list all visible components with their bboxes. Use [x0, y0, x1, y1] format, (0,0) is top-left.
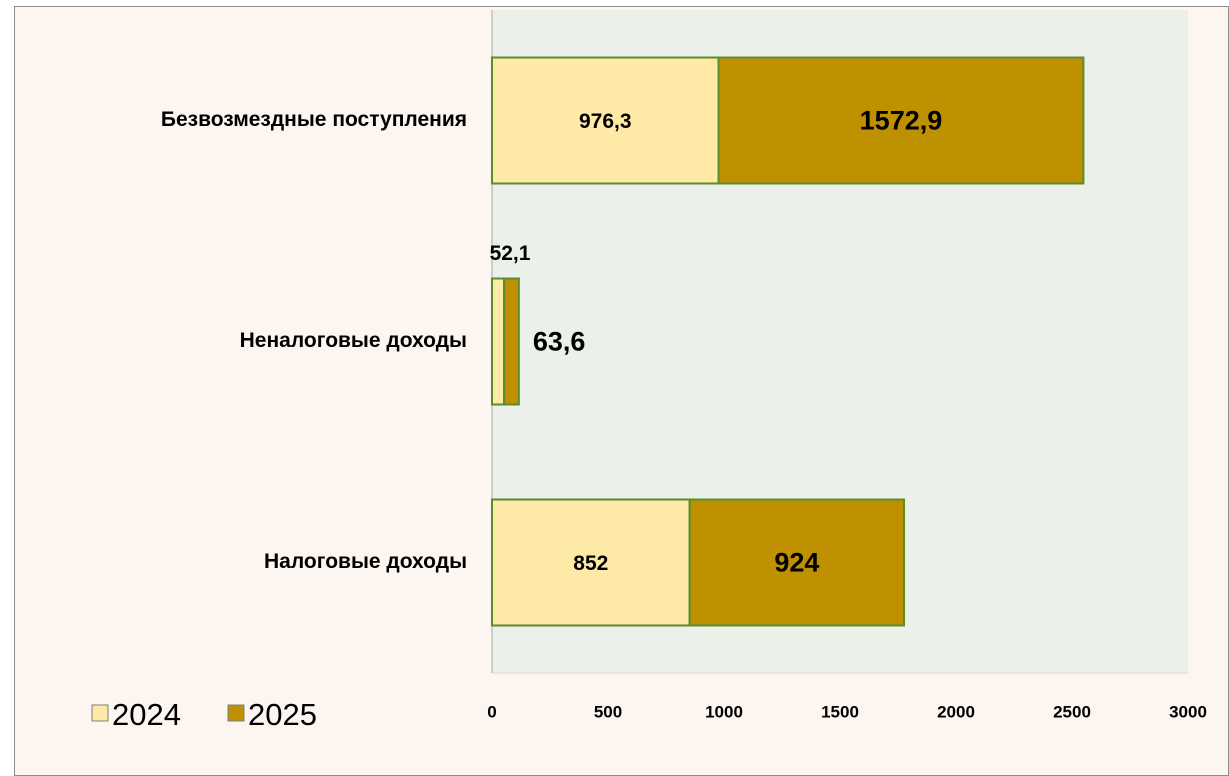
bar-segment	[717, 56, 1085, 185]
bar-segment	[491, 498, 691, 627]
legend-label: 2024	[112, 697, 181, 732]
bar-segment	[491, 56, 720, 185]
value-label: 852	[573, 552, 608, 575]
x-tick-label: 2500	[1053, 702, 1091, 721]
value-label: 1572,9	[860, 106, 943, 136]
x-tick-label: 500	[594, 702, 622, 721]
legend-label: 2025	[248, 697, 317, 732]
value-label: 976,3	[579, 110, 632, 133]
x-tick-label: 1000	[705, 702, 743, 721]
category-label: Безвозмездные поступления	[161, 108, 467, 131]
category-label: Неналоговые доходы	[240, 329, 467, 352]
x-tick-label: 0	[487, 702, 496, 721]
value-label: 924	[774, 548, 819, 578]
value-label: 52,1	[490, 242, 531, 265]
legend-swatch	[227, 704, 245, 722]
bar-segment	[688, 498, 906, 627]
value-label: 63,6	[533, 327, 586, 357]
x-tick-label: 1500	[821, 702, 859, 721]
legend-swatch	[91, 704, 109, 722]
x-tick-label: 2000	[937, 702, 975, 721]
bar-segment	[491, 277, 506, 406]
x-tick-label: 3000	[1169, 702, 1207, 721]
bar-segment	[503, 277, 520, 406]
category-label: Налоговые доходы	[264, 550, 467, 573]
